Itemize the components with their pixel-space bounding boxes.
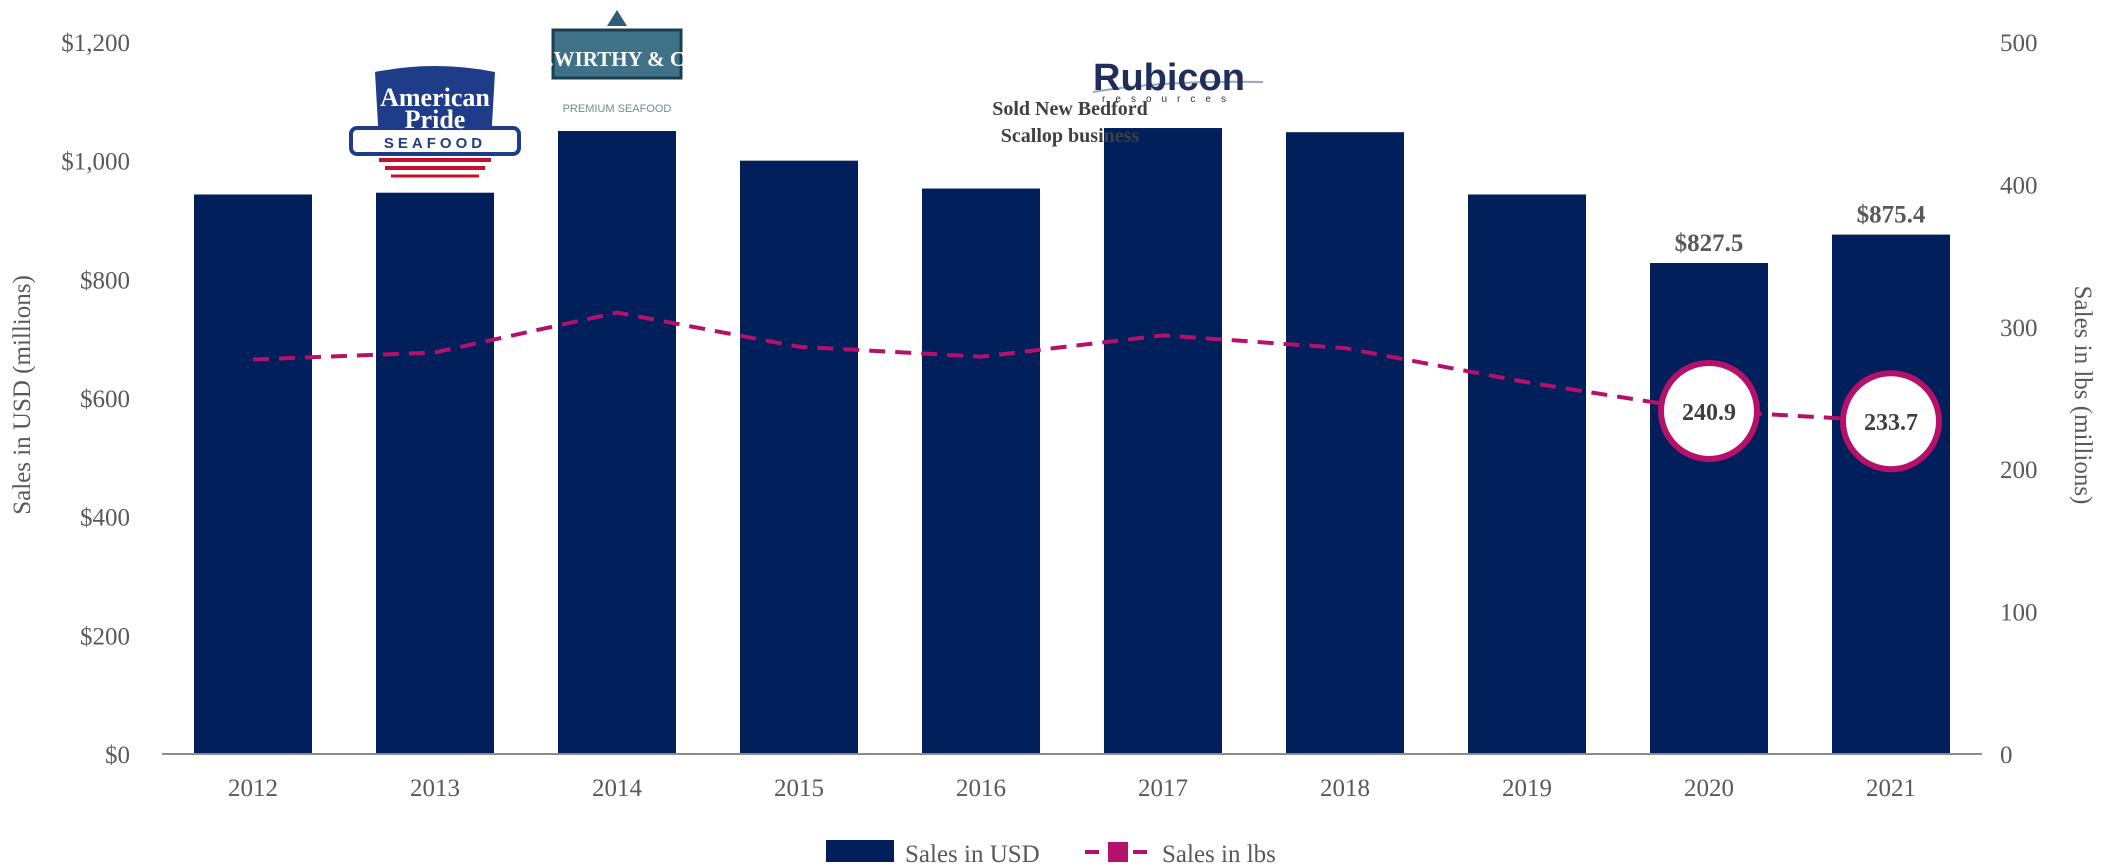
svg-text:C.WIRTHY & Co.: C.WIRTHY & Co. <box>533 47 701 71</box>
line-data-labels: 240.9 233.7 <box>1658 359 1942 473</box>
annotation-text: Sold New Bedford <box>992 98 1148 120</box>
bar-2018 <box>1286 132 1404 755</box>
y-left-tick-label: $1,000 <box>61 149 130 176</box>
bar-2015 <box>740 160 858 754</box>
annotations: Sold New Bedford Scallop business <box>992 98 1148 147</box>
y-left-tick-label: $1,200 <box>61 30 130 57</box>
lbs-series-line <box>252 310 1892 424</box>
bar-2017 <box>1104 128 1222 755</box>
x-tick-label: 2019 <box>1502 775 1552 802</box>
legend-swatch-usd <box>826 840 894 862</box>
line-data-label: 240.9 <box>1682 400 1736 426</box>
y-right-tick-label: 400 <box>2000 172 2038 199</box>
y-right-tick-label: 300 <box>2000 315 2038 342</box>
y-right-tick-label: 100 <box>2000 600 2038 627</box>
legend-swatch-lbs-marker <box>1108 842 1128 862</box>
svg-text:Pride: Pride <box>405 105 466 134</box>
x-tick-label: 2015 <box>774 775 824 802</box>
line-data-label: 233.7 <box>1864 410 1918 436</box>
svg-text:American: American <box>380 83 490 112</box>
x-tick-label: 2016 <box>956 775 1006 802</box>
line-data-label-circle <box>1840 370 1942 473</box>
y-left-tick-label: $800 <box>80 267 130 294</box>
bar-data-label: $875.4 <box>1857 202 1926 229</box>
x-tick-label: 2018 <box>1320 775 1370 802</box>
left-axis: $0 $200 $400 $600 $800 $1,000 $1,200 <box>61 30 130 769</box>
y-left-tick-label: $400 <box>80 505 130 532</box>
x-axis: 2012 2013 2014 2015 2016 2017 2018 2019 2020 2021 <box>228 775 1916 802</box>
right-axis: 0 100 200 300 400 500 <box>2000 30 2038 769</box>
svg-text:resources: resources <box>1102 94 1236 105</box>
y-left-tick-label: $200 <box>80 623 130 650</box>
y-right-tick-label: 0 <box>2000 742 2013 769</box>
y-axis-left-title: Sales in USD (millions) <box>9 275 36 515</box>
bar-2013 <box>376 192 494 754</box>
svg-text:PREMIUM SEAFOOD: PREMIUM SEAFOOD <box>563 103 672 115</box>
bar-2016 <box>922 188 1040 754</box>
legend-label-usd: Sales in USD <box>905 841 1040 866</box>
bar-2012 <box>194 194 312 754</box>
y-left-tick-label: $0 <box>105 742 130 769</box>
line-data-label-circle <box>1658 359 1760 462</box>
y-axis-right-title: Sales in lbs (millions) <box>2069 286 2096 505</box>
x-tick-label: 2014 <box>592 775 643 802</box>
y-left-tick-label: $600 <box>80 386 130 413</box>
x-tick-label: 2013 <box>410 775 460 802</box>
x-tick-label: 2017 <box>1138 775 1188 802</box>
bar-series <box>194 128 1950 755</box>
c-wirthy-co-logo: C.WIRTHY & Co. PREMIUM SEAFOOD <box>533 8 701 115</box>
y-right-tick-label: 200 <box>2000 457 2038 484</box>
bar-2019 <box>1468 194 1586 754</box>
x-tick-label: 2020 <box>1684 775 1734 802</box>
legend-label-lbs: Sales in lbs <box>1162 841 1276 866</box>
bar-2021 <box>1832 234 1950 754</box>
x-tick-label: 2021 <box>1866 775 1916 802</box>
bar-2014 <box>558 131 676 754</box>
legend: Sales in USD Sales in lbs <box>826 840 1276 866</box>
bar-2020 <box>1650 263 1768 754</box>
svg-text:Rubicon: Rubicon <box>1093 57 1245 99</box>
bar-data-label: $827.5 <box>1675 230 1744 257</box>
y-right-tick-label: 500 <box>2000 30 2038 57</box>
bar-data-labels: $827.5 $875.4 <box>1675 202 1926 257</box>
annotation-text: Scallop business <box>1001 125 1140 147</box>
svg-text:SEAFOOD: SEAFOOD <box>384 135 486 152</box>
x-tick-label: 2012 <box>228 775 278 802</box>
